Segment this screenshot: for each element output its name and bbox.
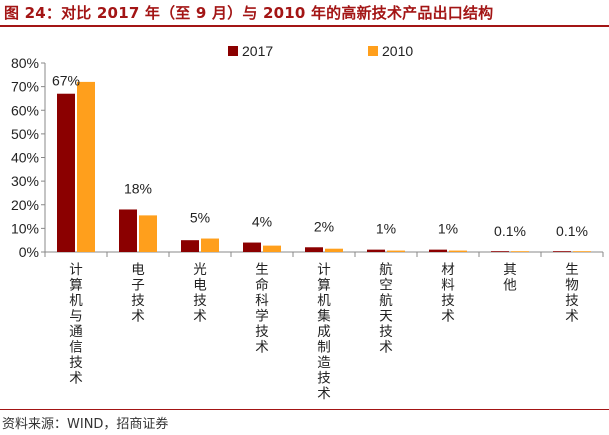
y-tick-label: 10% <box>11 220 39 236</box>
category-label: 电子技术 <box>131 262 145 325</box>
bar-2017 <box>305 247 323 252</box>
bar-2017 <box>429 249 447 252</box>
bar-2010 <box>573 251 591 252</box>
bar-2010 <box>139 215 157 252</box>
bar-2017 <box>491 251 509 252</box>
bar-2010 <box>449 250 467 252</box>
category-label: 计算机与通信技术 <box>69 262 83 387</box>
data-label: 4% <box>252 214 272 230</box>
data-label: 1% <box>438 221 458 237</box>
category-label: 航空航天技术 <box>379 262 393 356</box>
bar-2017 <box>181 240 199 252</box>
data-label: 1% <box>376 221 396 237</box>
title-divider <box>0 25 609 27</box>
y-tick-label: 30% <box>11 173 39 189</box>
data-label: 67% <box>52 73 80 89</box>
y-tick-label: 40% <box>11 150 39 166</box>
bar-2010 <box>387 250 405 252</box>
bar-2010 <box>263 245 281 252</box>
category-label: 材料技术 <box>441 262 455 325</box>
category-label: 计算机集成制造技术 <box>317 262 331 402</box>
bar-2010 <box>511 251 529 252</box>
category-label: 生物技术 <box>565 262 579 325</box>
data-label: 5% <box>190 210 210 226</box>
data-label: 0.1% <box>556 223 588 239</box>
y-tick-label: 50% <box>11 126 39 142</box>
legend-swatch-2017 <box>228 46 238 56</box>
bar-2017 <box>553 251 571 252</box>
y-tick-label: 60% <box>11 102 39 118</box>
bar-2010 <box>77 81 95 253</box>
bar-2017 <box>57 93 75 253</box>
data-label: 2% <box>314 218 334 234</box>
bar-2017 <box>367 249 385 252</box>
bar-2010 <box>201 238 219 252</box>
data-label: 0.1% <box>494 223 526 239</box>
source-divider <box>0 409 609 410</box>
y-tick-label: 70% <box>11 79 39 95</box>
legend-label-2010: 2010 <box>382 43 413 59</box>
bar-chart: 0% 10% 20% 30% 40% 50% 60% 70% 80% 67% 计算机与通信技术 18%… <box>11 43 604 402</box>
data-label: 18% <box>124 180 152 196</box>
legend-label-2017: 2017 <box>242 43 273 59</box>
bar-2017 <box>119 209 137 252</box>
chart-title: 图 24：对比 2017 年（至 9 月）与 2010 年的高新技术产品出口结构 <box>4 4 494 22</box>
y-tick-label: 80% <box>11 55 39 71</box>
bar-2017 <box>243 242 261 252</box>
y-tick-label: 0% <box>19 244 39 260</box>
category-label: 光电技术 <box>193 262 207 325</box>
category-label: 生命科学技术 <box>255 262 269 356</box>
category-label: 其他 <box>503 262 517 294</box>
y-tick-label: 20% <box>11 197 39 213</box>
legend-swatch-2010 <box>368 46 378 56</box>
source-note: 资料来源：WIND，招商证券 <box>2 417 169 432</box>
bar-2010 <box>325 248 343 252</box>
